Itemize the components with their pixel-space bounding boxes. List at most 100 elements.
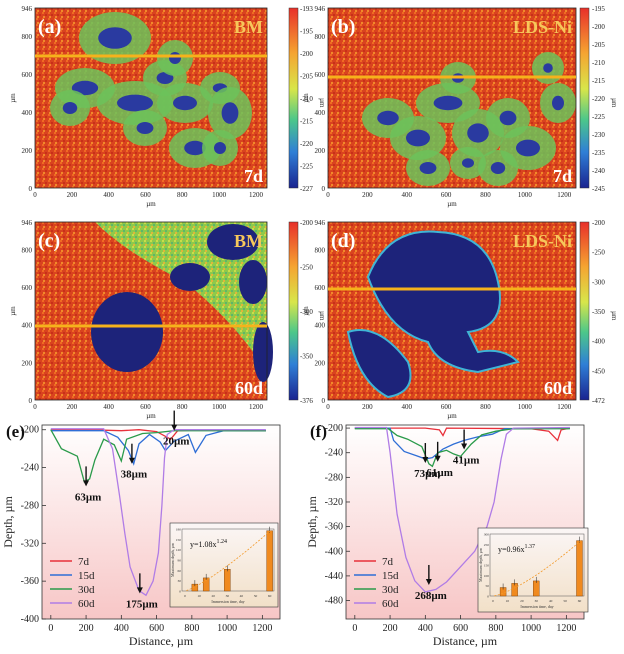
inset-x-tick-label: 60 bbox=[268, 594, 272, 598]
colorbar-tick-label: -200 bbox=[300, 219, 313, 227]
legend-label: 30d bbox=[382, 584, 399, 596]
inset-y-tick-label: 100 bbox=[484, 574, 490, 578]
pit bbox=[71, 80, 99, 96]
fit-curve bbox=[494, 540, 582, 597]
profile-chart-f: 0 200 400 600 800 1000 1200-200-240-280-320-36… bbox=[305, 422, 589, 648]
inset-bar bbox=[266, 530, 273, 592]
pit bbox=[62, 102, 78, 114]
surface-map-a: (a) BM 7d -193 -195 -200 -205 -210 -215 -220 -225 -… bbox=[9, 5, 326, 208]
y-tick-label: 600 bbox=[315, 71, 326, 79]
colorbar-tick-label: -250 bbox=[300, 264, 313, 272]
y-tick-label: -480 bbox=[325, 596, 343, 607]
pit bbox=[239, 260, 267, 304]
inset-y-tick-label: 150 bbox=[484, 564, 490, 568]
inset-x-tick-label: 60 bbox=[578, 599, 582, 603]
colorbar-tick-label: -195 bbox=[592, 5, 605, 13]
colorbar-tick-label: -227 bbox=[300, 185, 313, 193]
annotation-label: 175µm bbox=[126, 598, 158, 610]
pit bbox=[499, 110, 517, 126]
pit-cluster bbox=[346, 329, 412, 399]
colorbar bbox=[579, 7, 590, 189]
colorbar bbox=[288, 7, 299, 189]
annotation-label: 63µm bbox=[75, 491, 102, 503]
pit bbox=[170, 263, 210, 291]
y-tick-label: -320 bbox=[21, 538, 39, 549]
inset-x-tick-label: 40 bbox=[549, 599, 553, 603]
y-tick-label: 800 bbox=[315, 246, 326, 254]
y-tick-label: -400 bbox=[325, 546, 343, 557]
arrow-head bbox=[422, 457, 429, 464]
x-tick-label: 400 bbox=[401, 191, 412, 199]
x-tick-label: 600 bbox=[453, 623, 468, 634]
pit bbox=[98, 27, 132, 49]
legend-label: 30d bbox=[78, 584, 95, 596]
x-tick-label: 800 bbox=[480, 403, 491, 411]
colorbar-unit: µm bbox=[318, 98, 326, 108]
large-pit bbox=[91, 292, 163, 372]
y-tick-label: 200 bbox=[22, 147, 33, 155]
x-tick-label: 400 bbox=[114, 623, 129, 634]
pit bbox=[516, 139, 540, 157]
colorbar-tick-label: -300 bbox=[300, 308, 313, 316]
time-label: 60d bbox=[544, 378, 572, 398]
x-tick-label: 600 bbox=[441, 403, 452, 411]
x-tick-label: 1000 bbox=[521, 623, 541, 634]
series-line-7d bbox=[354, 427, 571, 442]
inset-y-tick-label: 150 bbox=[176, 538, 182, 542]
colorbar-tick-label: -230 bbox=[592, 131, 605, 139]
y-tick-label: -240 bbox=[325, 448, 343, 459]
inset-x-tick-label: 50 bbox=[563, 599, 567, 603]
colorbar bbox=[579, 221, 590, 401]
x-tick-label: 600 bbox=[140, 191, 151, 199]
surface-map-b: (b) LDS-Ni 7d -195 -200 -205 -210 -215 -220 -225 -… bbox=[302, 5, 618, 208]
pit bbox=[419, 162, 437, 174]
x-tick-label: 400 bbox=[401, 403, 412, 411]
colorbar-unit: µm bbox=[610, 98, 618, 108]
x-tick-label: 1200 bbox=[249, 403, 264, 411]
surface-map-c: (c) BM 60d -200 -250 -300 -350 -376 µm 0 200 400 600… bbox=[9, 219, 326, 420]
x-axis-label: µm bbox=[447, 412, 457, 420]
x-tick-label: 200 bbox=[67, 191, 78, 199]
inset-frame bbox=[169, 522, 279, 608]
panel-label: (b) bbox=[331, 16, 355, 38]
y-axis-label: µm bbox=[302, 306, 310, 316]
arrow-head bbox=[461, 443, 468, 450]
y-tick-label: 0 bbox=[322, 185, 326, 193]
pit bbox=[490, 162, 506, 174]
x-tick-label: 200 bbox=[362, 403, 373, 411]
material-label: LDS-Ni bbox=[513, 17, 572, 37]
y-tick-label: 400 bbox=[315, 322, 326, 330]
pit bbox=[207, 224, 259, 260]
panel-label: (f) bbox=[310, 422, 327, 441]
x-tick-label: 800 bbox=[184, 623, 199, 634]
colorbar-tick-label: -245 bbox=[592, 185, 605, 193]
inset-x-tick-label: 20 bbox=[520, 599, 524, 603]
y-tick-label: 946 bbox=[315, 219, 326, 227]
y-tick-label: 600 bbox=[22, 71, 33, 79]
legend-label: 60d bbox=[78, 598, 95, 610]
y-tick-label: 800 bbox=[22, 246, 33, 254]
colorbar-tick-label: -450 bbox=[592, 367, 605, 375]
colorbar-tick-label: -472 bbox=[592, 397, 605, 405]
fit-exponent: 1.24 bbox=[217, 539, 228, 545]
inset-x-tick-label: 50 bbox=[254, 594, 258, 598]
pit bbox=[406, 129, 430, 147]
colorbar-tick-label: -200 bbox=[592, 219, 605, 227]
y-axis-label: µm bbox=[9, 306, 17, 316]
x-axis-label: µm bbox=[146, 412, 156, 420]
legend-label: 7d bbox=[382, 556, 394, 568]
x-tick-label: 800 bbox=[177, 403, 188, 411]
inset-y-tick-label: 300 bbox=[484, 533, 490, 537]
pit bbox=[136, 122, 154, 134]
x-tick-label: 1000 bbox=[217, 623, 237, 634]
colorbar-tick-label: -400 bbox=[592, 338, 605, 346]
y-tick-label: 0 bbox=[322, 397, 326, 405]
inset-plot: y=1.08x1.24 0 10 20 30 40 50 60 0 30 60 90 120 150 180… bbox=[169, 522, 279, 608]
annotation-label: 20µm bbox=[163, 436, 190, 448]
inset-x-tick-label: 40 bbox=[240, 594, 244, 598]
colorbar-tick-label: -200 bbox=[300, 50, 313, 58]
inset-x-tick-label: 0 bbox=[184, 594, 186, 598]
pit bbox=[377, 110, 399, 126]
y-axis-label: µm bbox=[9, 93, 17, 103]
inset-y-axis-label: Maximum depth, µm bbox=[478, 547, 484, 582]
